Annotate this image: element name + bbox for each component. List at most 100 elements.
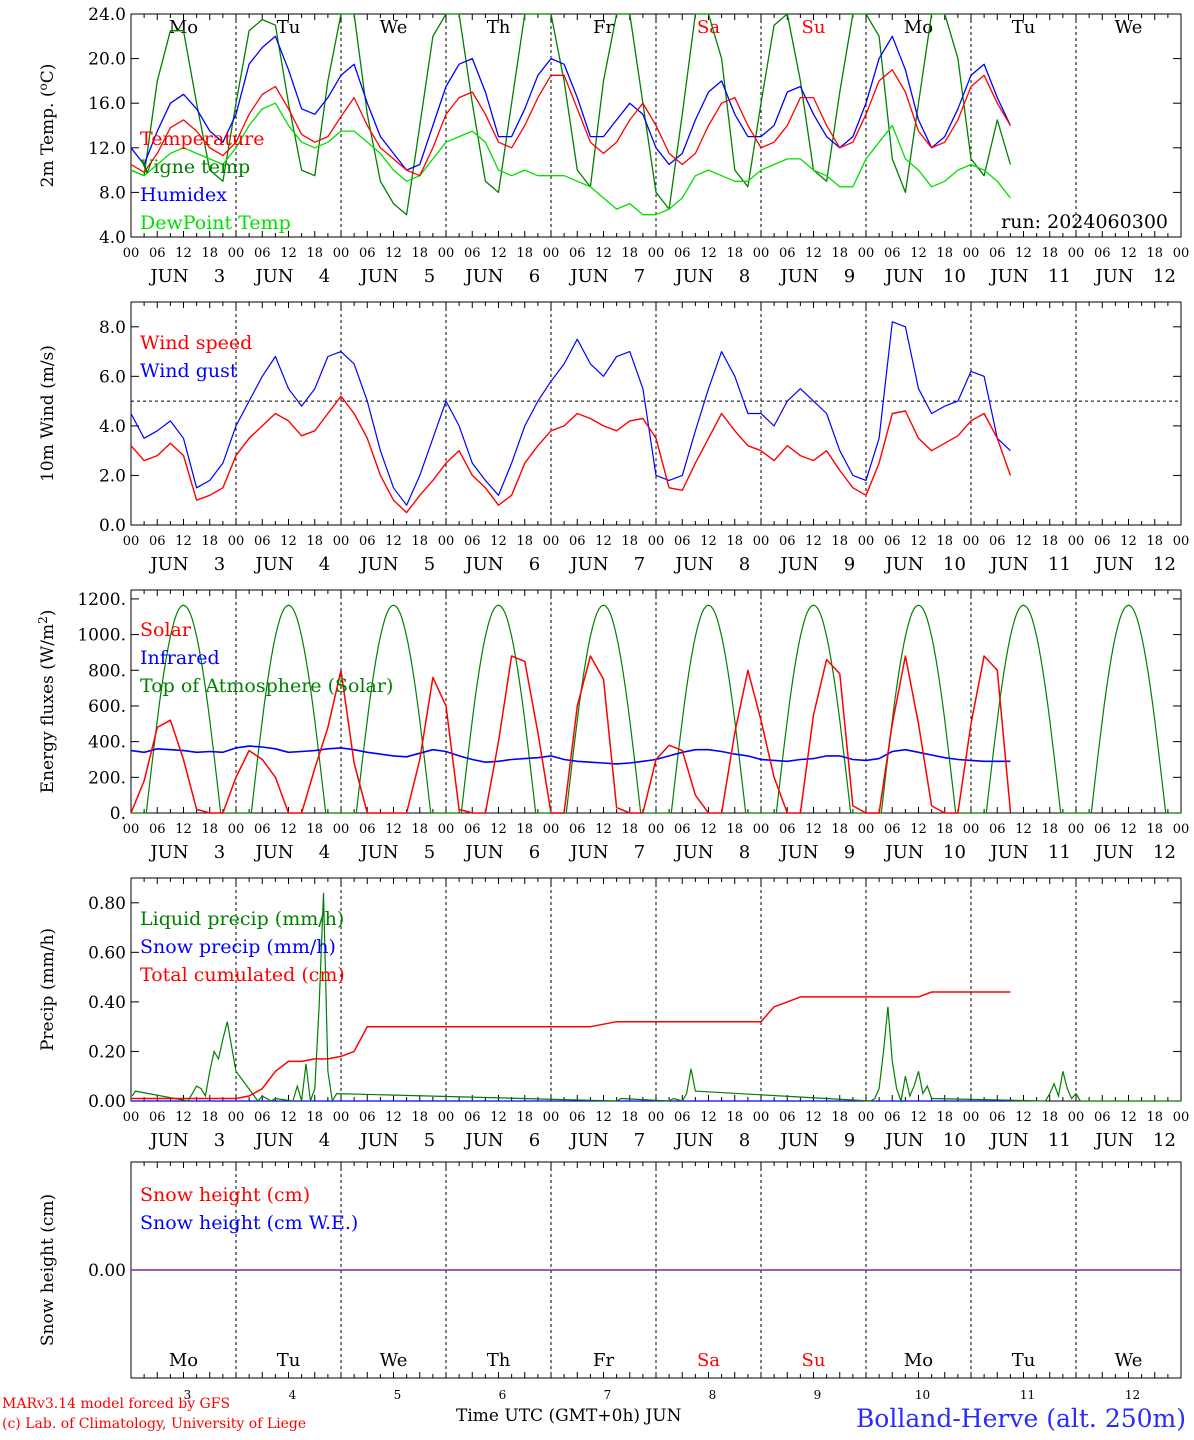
hour-tick-label: 00 bbox=[228, 1110, 245, 1125]
hour-tick-label: 12 bbox=[1015, 534, 1032, 549]
y-tick-label: 600. bbox=[88, 697, 126, 717]
legend-entry: Snow height (cm) bbox=[140, 1184, 310, 1206]
date-label: 3 bbox=[184, 1388, 192, 1402]
date-label: 7 bbox=[634, 266, 645, 287]
weekday-label: Sa bbox=[697, 17, 720, 38]
hour-tick-label: 06 bbox=[359, 1110, 376, 1125]
hour-tick-label: 12 bbox=[805, 246, 822, 261]
month-label: JUN bbox=[463, 1130, 503, 1151]
hour-tick-label: 12 bbox=[700, 822, 717, 837]
hour-tick-label: 12 bbox=[175, 1110, 192, 1125]
date-label: 7 bbox=[604, 1388, 612, 1402]
date-label: 4 bbox=[319, 266, 330, 287]
hour-tick-label: 06 bbox=[884, 1110, 901, 1125]
month-label: JUN bbox=[673, 554, 713, 575]
month-label: JUN bbox=[568, 266, 608, 287]
y-tick-label: 800. bbox=[88, 661, 126, 681]
month-label: JUN bbox=[568, 842, 608, 863]
hour-tick-label: 00 bbox=[228, 822, 245, 837]
hour-tick-label: 00 bbox=[753, 1110, 770, 1125]
hour-tick-label: 12 bbox=[385, 534, 402, 549]
y-tick-label: 0.40 bbox=[88, 993, 126, 1013]
y-tick-label: 20.0 bbox=[88, 50, 126, 70]
hour-tick-label: 18 bbox=[936, 1110, 953, 1125]
y-tick-label: 12.0 bbox=[88, 139, 126, 159]
weekday-label: Fr bbox=[593, 17, 614, 38]
hour-tick-label: 06 bbox=[149, 1110, 166, 1125]
month-label: JUN bbox=[988, 554, 1028, 575]
panel-1: 00 06 12 18 00 06 12 18 00 06 12 18 00 06 12 18 00 06 12 18… bbox=[38, 301, 1189, 575]
month-label: JUN bbox=[988, 1130, 1028, 1151]
month-label: JUN bbox=[883, 842, 923, 863]
month-label: JUN bbox=[883, 554, 923, 575]
month-label: JUN bbox=[358, 842, 398, 863]
station-name: Bolland-Herve (alt. 250m) bbox=[855, 1404, 1186, 1433]
hour-tick-label: 00 bbox=[1173, 1110, 1190, 1125]
date-label: 8 bbox=[739, 1130, 750, 1151]
hour-tick-label: 12 bbox=[280, 1110, 297, 1125]
hour-tick-label: 18 bbox=[621, 534, 638, 549]
hour-tick-label: 12 bbox=[175, 822, 192, 837]
hour-tick-label: 12 bbox=[1120, 1110, 1137, 1125]
hour-tick-label: 18 bbox=[516, 1110, 533, 1125]
month-label: JUN bbox=[463, 842, 503, 863]
series-line bbox=[130, 395, 1012, 514]
run-annotation: run: 2024060300 bbox=[1001, 211, 1168, 233]
legend-entry: Snow precip (mm/h) bbox=[140, 936, 336, 958]
hour-tick-label: 00 bbox=[648, 1110, 665, 1125]
hour-tick-label: 18 bbox=[516, 534, 533, 549]
series-line bbox=[130, 69, 1011, 177]
y-tick-label: 0.60 bbox=[88, 943, 126, 963]
date-label: 7 bbox=[634, 842, 645, 863]
month-label: JUN bbox=[1093, 842, 1133, 863]
hour-tick-label: 18 bbox=[936, 534, 953, 549]
date-label: 10 bbox=[943, 554, 966, 575]
hour-tick-label: 12 bbox=[175, 246, 192, 261]
month-label: JUN bbox=[148, 1130, 188, 1151]
date-label: 4 bbox=[319, 842, 330, 863]
hour-tick-label: 00 bbox=[333, 822, 350, 837]
weekday-label: Mo bbox=[904, 17, 933, 38]
date-label: 8 bbox=[709, 1388, 717, 1402]
hour-tick-label: 00 bbox=[543, 822, 560, 837]
hour-tick-label: 12 bbox=[490, 1110, 507, 1125]
month-label: JUN bbox=[358, 554, 398, 575]
hour-tick-label: 18 bbox=[1146, 534, 1163, 549]
y-tick-label: 4.0 bbox=[99, 417, 126, 437]
hour-tick-label: 06 bbox=[149, 534, 166, 549]
date-label: 5 bbox=[424, 842, 435, 863]
hour-tick-label: 06 bbox=[1094, 822, 1111, 837]
hour-tick-label: 00 bbox=[963, 246, 980, 261]
hour-tick-label: 12 bbox=[910, 1110, 927, 1125]
series-line bbox=[130, 35, 1011, 171]
credit-model: MARv3.14 model forced by GFS bbox=[2, 1396, 231, 1412]
legend-entry: Temperature bbox=[140, 128, 264, 150]
hour-tick-label: 00 bbox=[1068, 1110, 1085, 1125]
hour-tick-label: 12 bbox=[910, 822, 927, 837]
weekday-label: Su bbox=[802, 1350, 826, 1371]
date-label: 6 bbox=[499, 1388, 507, 1402]
hour-tick-label: 00 bbox=[1068, 246, 1085, 261]
hour-tick-label: 12 bbox=[1120, 246, 1137, 261]
hour-tick-label: 18 bbox=[1041, 1110, 1058, 1125]
hour-tick-label: 18 bbox=[621, 246, 638, 261]
hour-tick-label: 18 bbox=[201, 1110, 218, 1125]
legend-entry: Infrared bbox=[140, 647, 220, 669]
date-label: 3 bbox=[214, 842, 225, 863]
y-tick-label: 6.0 bbox=[99, 367, 126, 387]
hour-tick-label: 18 bbox=[411, 534, 428, 549]
hour-tick-label: 00 bbox=[858, 246, 875, 261]
hour-tick-label: 12 bbox=[595, 822, 612, 837]
date-label: 10 bbox=[943, 842, 966, 863]
y-tick-label: 16.0 bbox=[88, 94, 126, 114]
month-label: JUN bbox=[568, 1130, 608, 1151]
date-label: 7 bbox=[634, 1130, 645, 1151]
hour-tick-label: 06 bbox=[1094, 246, 1111, 261]
series-line bbox=[131, 892, 1181, 1104]
hour-tick-label: 18 bbox=[516, 246, 533, 261]
hour-tick-label: 00 bbox=[753, 822, 770, 837]
y-tick-label: 0.0 bbox=[99, 516, 126, 536]
hour-tick-label: 06 bbox=[779, 534, 796, 549]
month-label: JUN bbox=[148, 266, 188, 287]
month-label: JUN bbox=[883, 266, 923, 287]
